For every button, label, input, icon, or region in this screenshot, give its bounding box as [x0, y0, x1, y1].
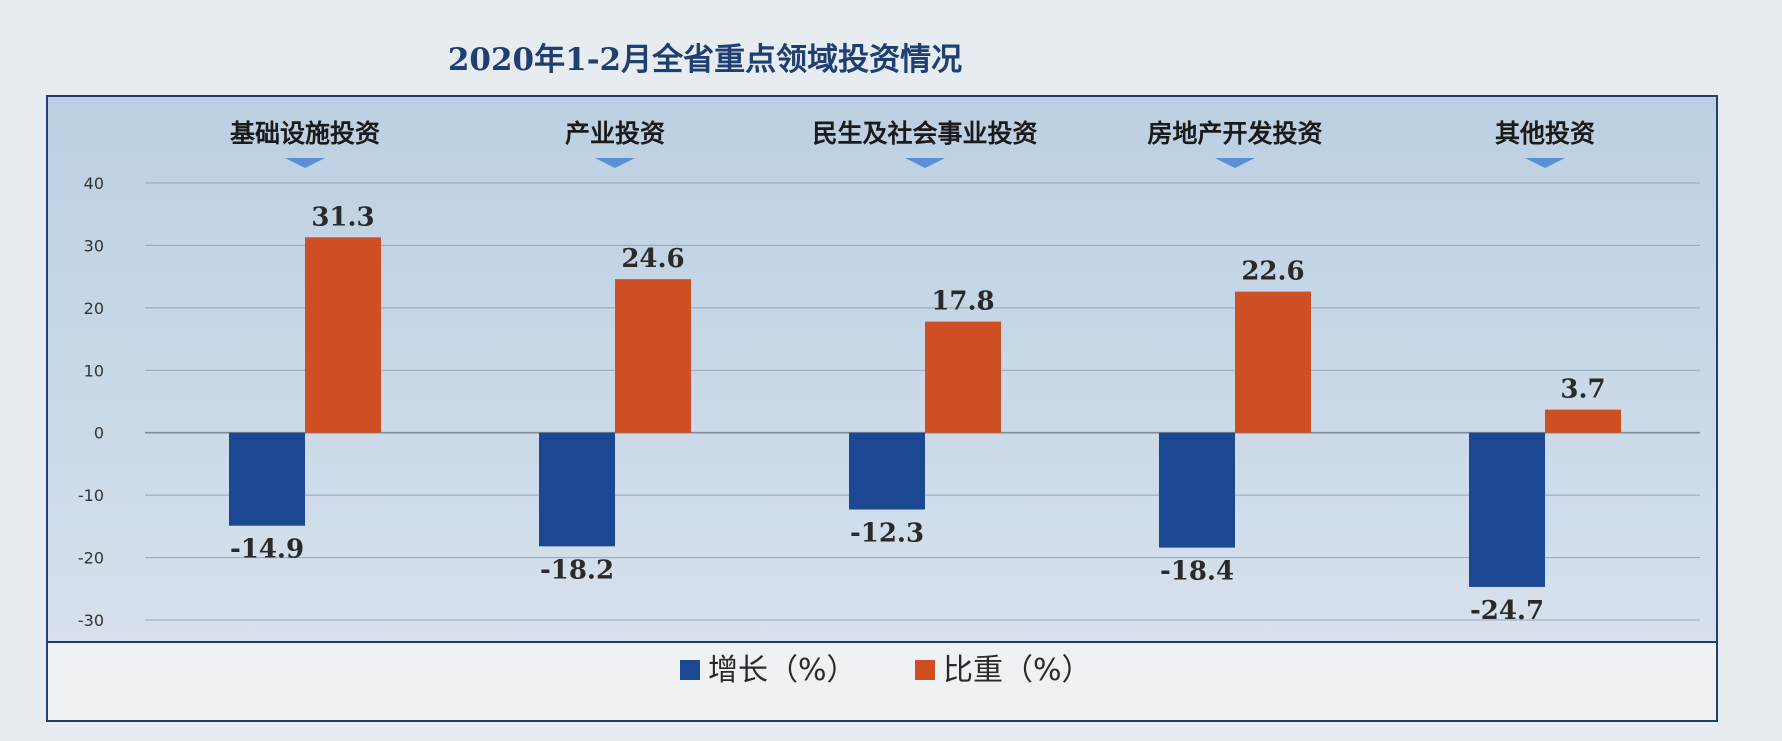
y-tick-label: -20 [78, 549, 104, 568]
data-label: 17.8 [931, 287, 994, 317]
category-labels: 基础设施投资 产业投资 民生及社会事业投资 房地产开发投资 其他投资 [230, 119, 1595, 168]
data-label: 3.7 [1560, 375, 1605, 405]
chart-title: 2020年1-2月全省重点领域投资情况 [448, 42, 962, 78]
bar [849, 432, 925, 510]
chevron-down-icon [1215, 158, 1255, 168]
bar [925, 321, 1001, 433]
bar [1545, 409, 1621, 433]
data-label: 24.6 [621, 244, 684, 274]
legend: 增长（%） 比重（%） [680, 653, 1092, 688]
data-label: -18.4 [1160, 557, 1234, 587]
chevron-down-icon [905, 158, 945, 168]
category-label: 房地产开发投资 [1147, 119, 1322, 148]
category-label: 产业投资 [565, 119, 665, 148]
y-axis: 40 30 20 10 0 -10 -20 -30 [78, 174, 104, 630]
bars [229, 237, 1621, 587]
chevron-down-icon [285, 158, 325, 168]
y-tick-label: -30 [78, 611, 104, 630]
category-label: 其他投资 [1495, 119, 1595, 148]
category-label: 基础设施投资 [230, 119, 380, 148]
y-tick-label: 20 [84, 299, 104, 318]
bar [1235, 291, 1311, 433]
data-label: 31.3 [311, 202, 374, 232]
data-labels: -14.9 31.3 -18.2 24.6 -12.3 17.8 -18.4 22.6 -24.… [230, 202, 1606, 626]
legend-swatch [680, 660, 700, 680]
data-label: -12.3 [850, 519, 924, 549]
data-label: 22.6 [1241, 257, 1304, 287]
bar [539, 432, 615, 547]
y-tick-label: -10 [78, 486, 104, 505]
y-tick-label: 0 [94, 424, 104, 443]
y-tick-label: 30 [84, 236, 104, 255]
y-tick-label: 40 [84, 174, 104, 193]
category-label: 民生及社会事业投资 [812, 119, 1037, 148]
bar [1469, 432, 1545, 587]
data-label: -24.7 [1470, 596, 1544, 626]
bar [229, 432, 305, 526]
legend-swatch [915, 660, 935, 680]
data-label: -18.2 [540, 555, 614, 585]
legend-label: 比重（%） [943, 653, 1092, 688]
chevron-down-icon [1525, 158, 1565, 168]
y-tick-label: 10 [84, 361, 104, 380]
bar [305, 237, 381, 433]
bar [615, 279, 691, 433]
chevron-down-icon [595, 158, 635, 168]
legend-label: 增长（%） [708, 653, 857, 688]
bar [1159, 432, 1235, 548]
data-label: -14.9 [230, 535, 304, 565]
